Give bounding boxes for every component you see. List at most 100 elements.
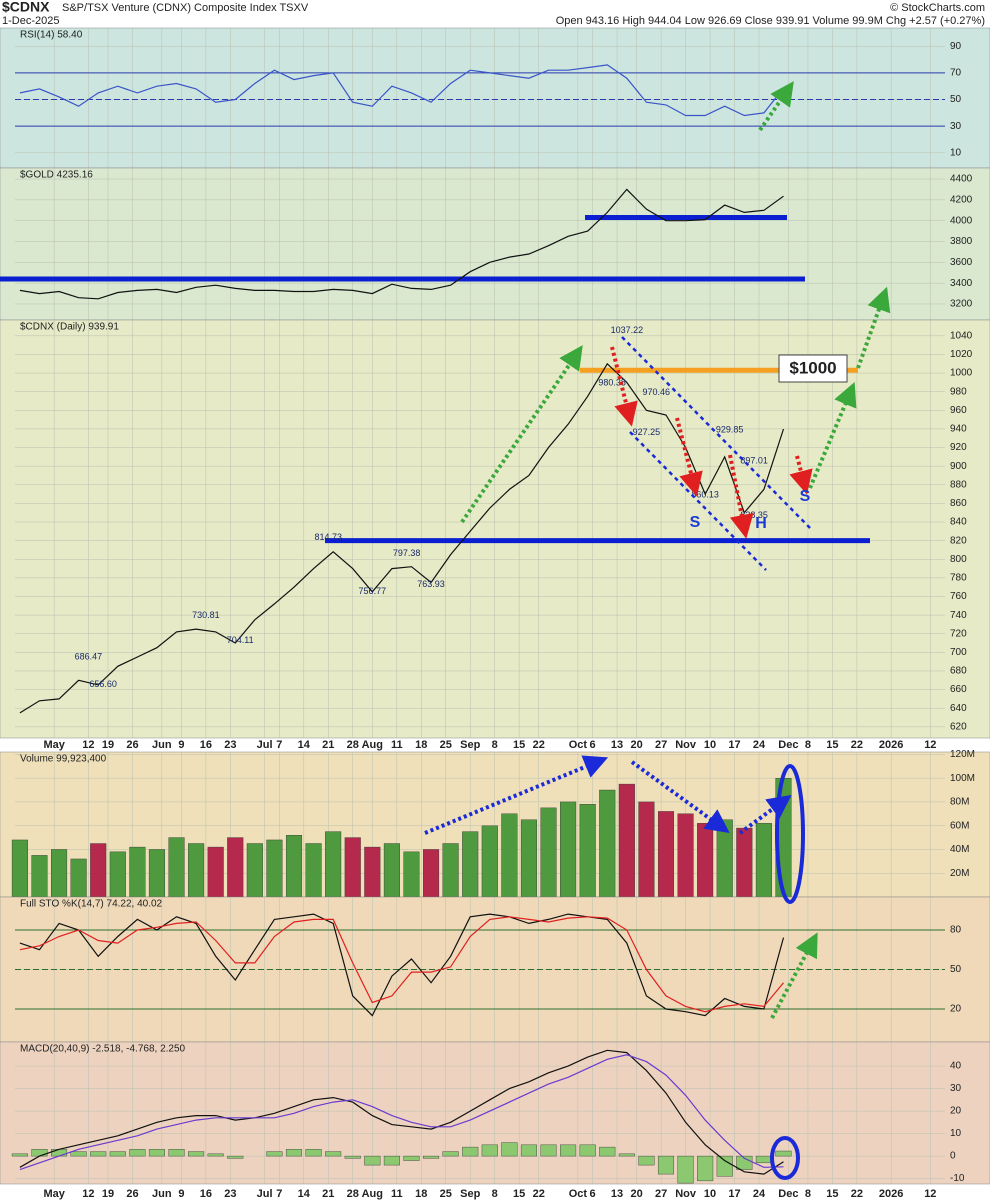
bar [70, 1151, 87, 1157]
price-label: 980.38 [598, 378, 626, 388]
bar [325, 1151, 342, 1157]
line [19, 1049, 784, 1175]
y-tick-label: 40M [950, 844, 969, 855]
x-tick-label: 13 [611, 739, 623, 751]
arrow [630, 760, 730, 834]
x-tick-label: 11 [391, 1188, 403, 1200]
y-tick-label: 800 [950, 554, 967, 565]
bar [599, 789, 616, 898]
x-tick-label: May [43, 1188, 65, 1200]
bar [657, 1155, 675, 1175]
bar [246, 843, 263, 898]
bar [423, 849, 440, 898]
panel-background [0, 1041, 990, 1185]
x-tick-label: Jun [152, 1188, 172, 1200]
bar [305, 843, 322, 898]
line [19, 64, 784, 117]
x-tick-label: Jul [257, 1188, 273, 1200]
y-tick-label: 680 [950, 666, 967, 677]
y-tick-label: 50 [950, 964, 962, 975]
y-tick-label: 720 [950, 628, 967, 639]
y-tick-label: 20 [950, 1004, 962, 1015]
x-tick-label: Oct [569, 739, 588, 751]
x-tick-label: 24 [753, 739, 766, 751]
line [19, 362, 785, 714]
y-tick-label: 3600 [950, 257, 973, 268]
x-tick-label: Jul [257, 739, 273, 751]
bar [403, 851, 420, 898]
x-tick-label: 12 [924, 1188, 936, 1200]
bar [560, 1144, 577, 1157]
arrow [728, 454, 754, 539]
bar [579, 1144, 596, 1157]
x-tick-label: 16 [200, 1188, 212, 1200]
bar [109, 851, 126, 898]
y-tick-label: 920 [950, 442, 967, 453]
price-label: 838.35 [740, 510, 768, 520]
arrow [460, 345, 583, 524]
panel-label: MACD(20,40,9) -2.518, -4.768, 2.250 [20, 1044, 186, 1055]
index-name: S&P/TSX Venture (CDNX) Composite Index T… [62, 2, 309, 14]
y-tick-label: 100M [950, 773, 975, 784]
label-box [778, 354, 848, 383]
bar [70, 858, 87, 898]
bar [383, 843, 400, 898]
price-label: 763.93 [417, 579, 445, 589]
bar [188, 1151, 205, 1157]
price-label: 756.77 [359, 586, 387, 596]
x-tick-label: 28 [347, 739, 359, 751]
y-tick-label: 640 [950, 703, 967, 714]
bar [109, 1151, 126, 1157]
panel-background [0, 167, 990, 321]
x-tick-label: 21 [322, 1188, 334, 1200]
x-tick-label: 14 [298, 739, 311, 751]
bar [51, 849, 68, 898]
highlight [775, 764, 805, 904]
bar [148, 1149, 165, 1157]
panel-background [0, 319, 990, 739]
bar [129, 1149, 146, 1157]
bar [266, 839, 283, 898]
x-tick-label: 7 [276, 739, 282, 751]
bar [344, 1155, 361, 1159]
x-tick-label: 18 [415, 1188, 427, 1200]
bar [51, 1149, 68, 1157]
y-tick-label: 80M [950, 797, 969, 808]
bar [579, 804, 596, 898]
y-tick-label: 4200 [950, 194, 973, 205]
y-tick-label: 20M [950, 868, 969, 879]
bar [442, 1151, 459, 1157]
x-tick-label: 22 [851, 739, 863, 751]
line [19, 913, 785, 1017]
y-tick-label: 760 [950, 591, 967, 602]
x-tick-label: 24 [753, 1188, 766, 1200]
x-tick-label: 15 [826, 739, 838, 751]
x-tick-label: 6 [590, 1188, 596, 1200]
x-tick-label: Jun [152, 739, 172, 751]
bar [462, 831, 479, 898]
y-tick-label: 3200 [950, 299, 973, 310]
x-tick-label: May [43, 739, 65, 751]
bar [364, 846, 381, 898]
x-tick-label: Oct [569, 1188, 588, 1200]
x-tick-label: Sep [460, 1188, 480, 1200]
y-tick-label: 860 [950, 498, 967, 509]
bar [638, 1155, 655, 1166]
y-tick-label: 10 [950, 147, 962, 158]
bar [442, 843, 459, 898]
x-tick-label: 15 [513, 739, 525, 751]
bar [775, 1150, 792, 1157]
annotation: S [690, 514, 701, 531]
bar [677, 1155, 694, 1184]
bar [266, 1151, 283, 1157]
y-tick-label: 820 [950, 535, 967, 546]
channel-line [621, 336, 813, 531]
arrow [758, 81, 794, 132]
bar [227, 837, 244, 898]
line [19, 1054, 784, 1171]
bar [520, 819, 537, 898]
x-tick-label: 17 [728, 739, 740, 751]
x-tick-label: 23 [224, 1188, 236, 1200]
y-tick-label: 50 [950, 94, 962, 105]
price-label: 970.46 [642, 387, 670, 397]
